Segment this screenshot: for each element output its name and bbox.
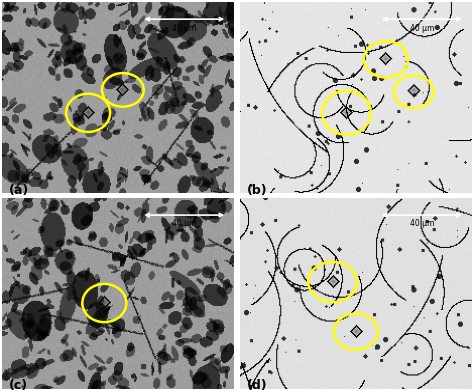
Text: 40 μm: 40 μm [172,219,196,228]
Text: (d): (d) [247,380,267,391]
Text: 40 μm: 40 μm [172,23,196,32]
Text: (c): (c) [9,380,28,391]
Text: (b): (b) [247,183,267,197]
Text: 40 μm: 40 μm [410,219,434,228]
Text: 40 μm: 40 μm [410,23,434,32]
Text: (a): (a) [9,183,29,197]
